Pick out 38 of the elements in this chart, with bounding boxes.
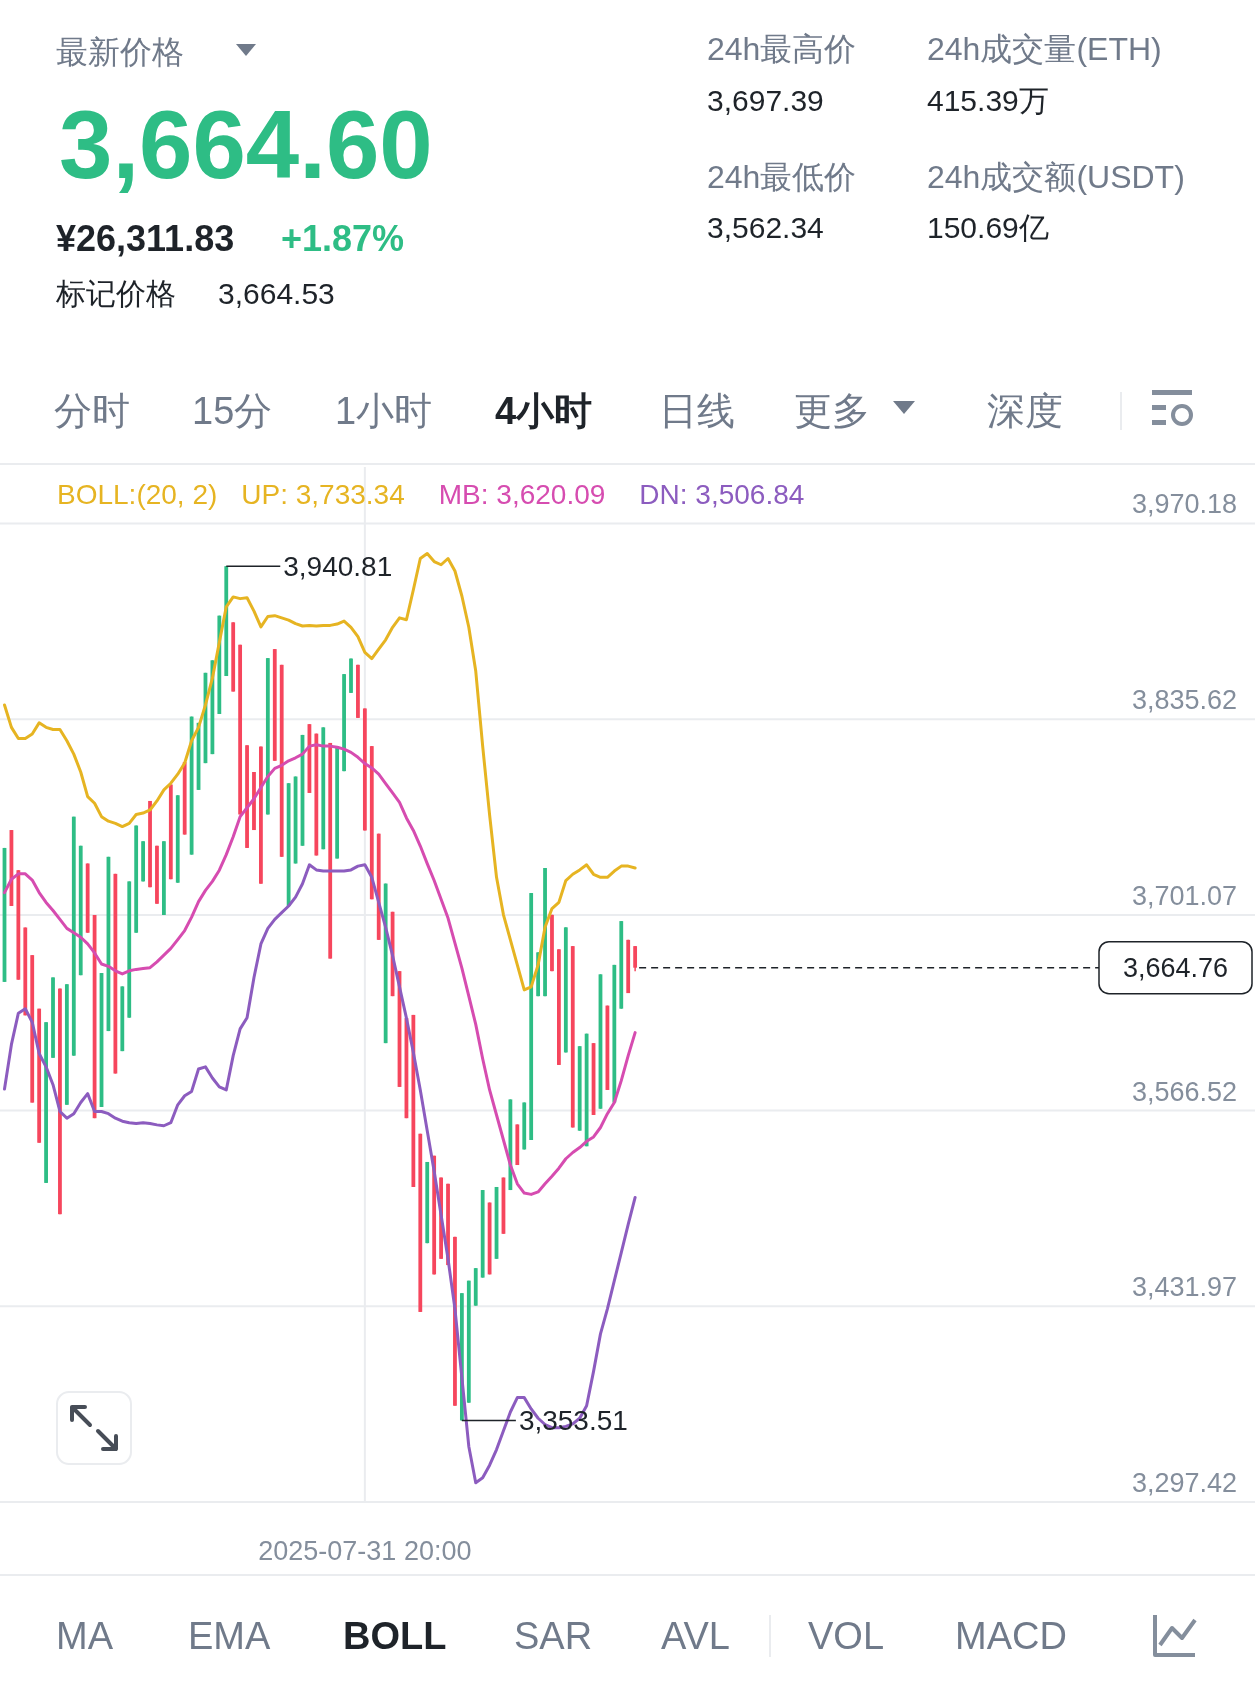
text: 24h成交量(ETH) [927,31,1162,67]
text: AVL [661,1615,731,1657]
text: VOL [808,1615,885,1657]
text: 3,664.53 [218,276,335,310]
text: 3,562.34 [707,210,824,244]
text: 4小时 [495,390,593,432]
text: BOLL [343,1615,447,1657]
text: 150.69亿 [927,210,1049,244]
text: MA [56,1615,114,1657]
text: 深度 [987,390,1063,432]
text: +1.87% [281,217,405,259]
text: 更多 [794,390,870,432]
text: 日线 [659,390,735,432]
y-tick-label: 3,970.18 [1131,489,1237,520]
text: 415.39万 [927,83,1049,117]
text: 15分 [192,390,273,432]
x-tick-label: 2025-07-31 20:00 [258,1536,472,1566]
ref-line-label: 3,664.76 [1122,952,1229,983]
text: 24h最高价 [707,31,857,67]
y-tick-label: 3,835.62 [1131,685,1237,716]
y-tick-label: 3,566.52 [1131,1076,1237,1107]
text: 最新价格 [56,34,184,70]
text: 标记价格 [55,276,176,310]
text: MACD [955,1615,1067,1657]
annotation: 3,940.81 [283,550,393,582]
text: ¥26,311.83 [56,217,235,259]
legend: BOLL:(20, 2) UP: 3,733.34 MB: 3,620.09 DN: 3,506.84 [57,478,805,510]
text: EMA [188,1615,271,1657]
text: 24h最低价 [707,159,857,195]
y-tick-label: 3,431.97 [1131,1272,1237,1303]
text: SAR [514,1615,593,1657]
text: 3,664.60 [59,90,433,198]
text: 3,697.39 [707,83,824,117]
text: 分时 [54,390,130,432]
text: 24h成交额(USDT) [927,159,1185,195]
text: 1小时 [335,390,433,432]
y-tick-label: 3,297.42 [1131,1468,1237,1498]
y-tick-label: 3,701.07 [1131,880,1237,911]
